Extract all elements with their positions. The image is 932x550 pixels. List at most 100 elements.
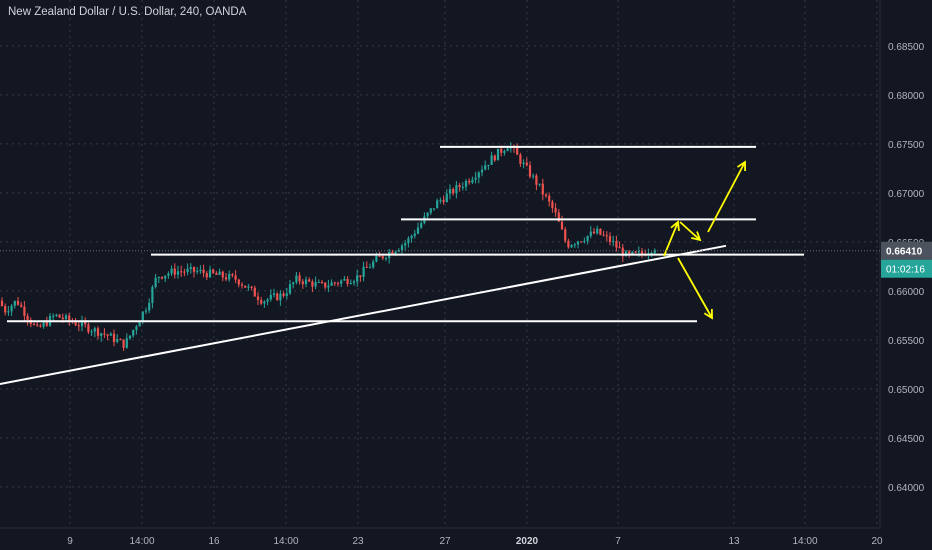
candle-body: [375, 255, 378, 262]
candle-body: [64, 315, 68, 320]
candle-body: [592, 231, 596, 234]
candle-body: [224, 277, 228, 280]
candle-body: [119, 339, 122, 341]
candle-body: [589, 231, 592, 236]
candle-body: [304, 279, 308, 285]
candle-body: [55, 314, 58, 316]
ascending-trendline: [0, 244, 727, 385]
candle-body: [32, 324, 36, 326]
candle-body: [560, 221, 564, 230]
candle-body: [471, 179, 474, 183]
candle-body: [154, 277, 157, 288]
candle-body: [336, 283, 340, 285]
time-tick-label: 14:00: [273, 536, 298, 547]
candle-body: [144, 310, 148, 312]
time-tick-label: 2020: [516, 536, 539, 547]
candle-body: [23, 306, 26, 316]
candle-body: [269, 294, 272, 300]
candle-body: [90, 331, 93, 333]
arrow-pullback-head: [691, 231, 702, 242]
candle-body: [416, 227, 420, 234]
time-tick-label: 16: [208, 536, 220, 547]
candle-body: [346, 278, 349, 284]
candle-body: [4, 306, 7, 313]
candle-body: [368, 267, 372, 269]
candle-body: [208, 269, 212, 278]
price-tick-label: 0.67000: [888, 189, 925, 200]
candle-body: [26, 315, 29, 320]
candle-body: [474, 177, 477, 180]
candle-body: [631, 251, 634, 254]
candle-body: [237, 279, 240, 285]
candle-body: [352, 281, 356, 284]
last-price-value: 0.66410: [886, 247, 923, 258]
candle-body: [298, 275, 301, 282]
candle-body: [324, 282, 327, 288]
candle-body: [45, 322, 48, 326]
candle-body: [173, 268, 176, 275]
candle-body: [13, 300, 16, 306]
candle-body: [295, 275, 298, 283]
candle-body: [7, 311, 10, 313]
candle-body: [93, 328, 96, 332]
candle-body: [628, 251, 631, 254]
candle-body: [282, 293, 285, 296]
candle-body: [634, 251, 637, 253]
candle-body: [596, 228, 599, 234]
candle-body: [564, 229, 567, 241]
candle-body: [436, 200, 439, 209]
candle-body: [576, 241, 580, 245]
candle-body: [586, 235, 589, 241]
candle-body: [426, 212, 429, 217]
candle-body: [221, 271, 224, 278]
candle-body: [58, 314, 61, 318]
arrow-breakout-up: [707, 161, 746, 233]
candle-body: [314, 282, 317, 287]
candle-body: [551, 201, 554, 209]
candle-body: [244, 285, 247, 288]
candle-body: [599, 228, 602, 235]
candle-body: [317, 281, 320, 283]
candle-body: [528, 165, 532, 177]
candle-body: [650, 252, 653, 254]
candle-body: [464, 180, 468, 187]
candle-body: [250, 286, 253, 288]
time-tick-label: 7: [615, 536, 621, 547]
candle-body: [554, 208, 557, 213]
candle-body: [247, 286, 250, 288]
candle-body: [493, 155, 496, 161]
candle-body: [128, 335, 132, 339]
candle-body: [605, 235, 608, 237]
countdown-tag: [881, 259, 932, 278]
candle-body: [16, 300, 20, 305]
candle-body: [381, 256, 384, 259]
candle-body: [151, 287, 154, 303]
candle-body: [439, 200, 442, 202]
candle-body: [397, 250, 400, 252]
candle-body: [240, 284, 244, 286]
candle-body: [413, 233, 416, 236]
candle-body: [42, 322, 45, 327]
candle-body: [458, 185, 461, 188]
candle-body: [330, 282, 333, 286]
candle-body: [263, 301, 266, 304]
candle-body: [285, 293, 288, 296]
price-tick-label: 0.67500: [888, 140, 925, 151]
candle-body: [10, 305, 13, 312]
time-tick-label: 14:00: [792, 536, 817, 547]
candle-body: [183, 271, 186, 273]
candle-body: [160, 276, 164, 279]
candle-body: [567, 240, 570, 248]
price-tick-label: 0.68500: [888, 42, 925, 53]
candle-body: [362, 266, 365, 277]
candle-body: [455, 185, 458, 194]
time-tick-label: 14:00: [129, 536, 154, 547]
candle-body: [490, 155, 493, 165]
price-tick-label: 0.66000: [888, 287, 925, 298]
candle-body: [532, 175, 535, 177]
candle-body: [68, 315, 71, 321]
candle-body: [468, 180, 471, 183]
candle-body: [480, 169, 484, 173]
candle-body: [541, 183, 544, 195]
